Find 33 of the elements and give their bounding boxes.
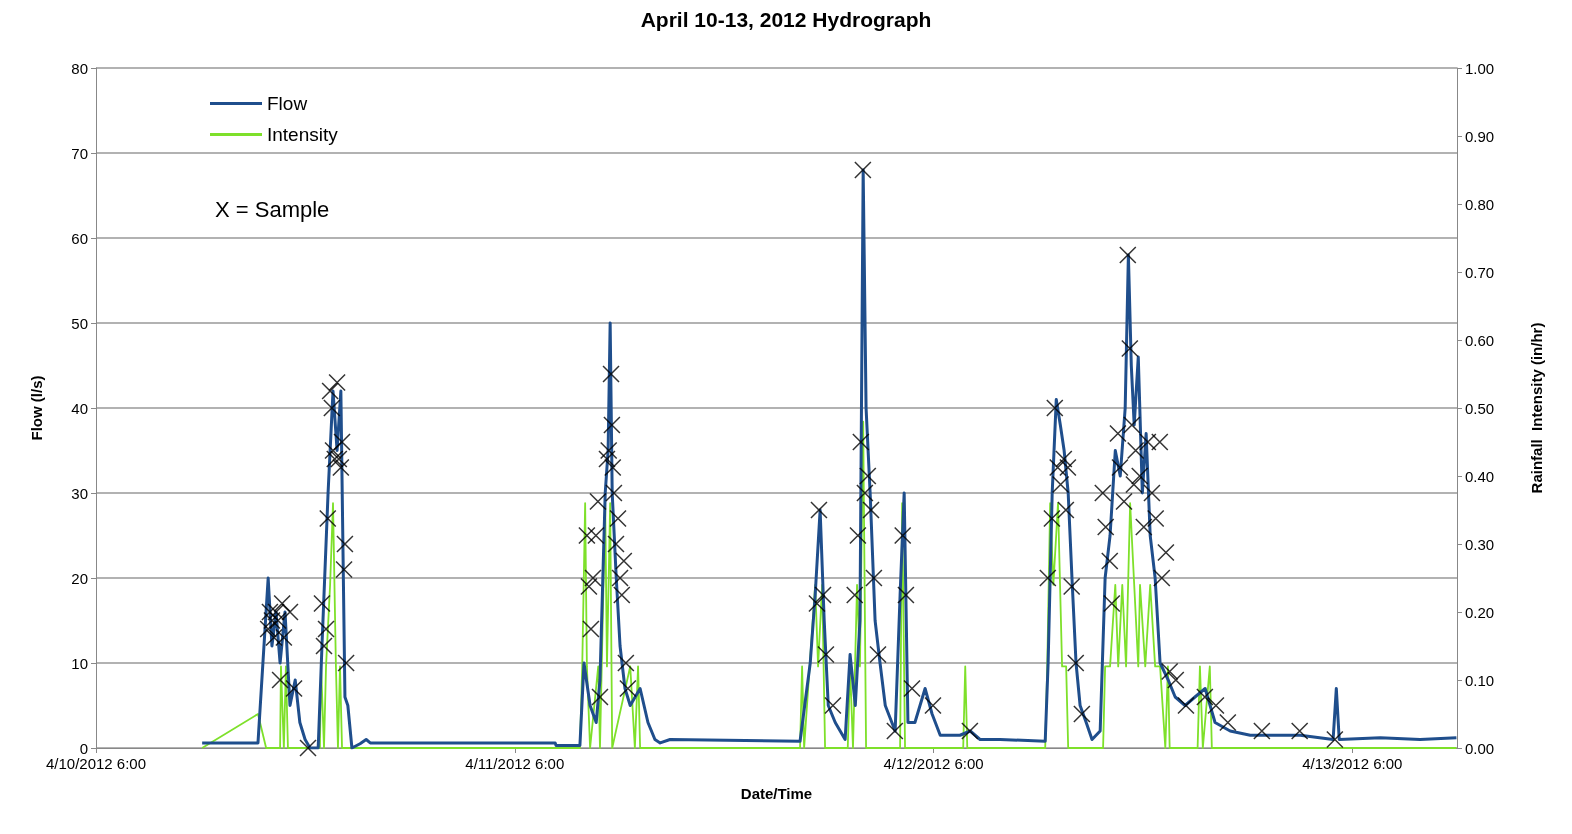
y-tick-label: 10 (71, 654, 88, 672)
y2-tick-label: 0.30 (1465, 535, 1495, 553)
y-tick-label: 0 (79, 739, 88, 757)
line-series (200, 168, 1458, 750)
y2-tick-label: 0.90 (1465, 127, 1495, 145)
legend-label: Intensity (267, 124, 339, 145)
x-axis-title: Date/Time (740, 785, 813, 802)
y-tick-label: 50 (71, 314, 88, 332)
y2-tick-label: 0.10 (1465, 671, 1495, 689)
y2-tick-label: 0.00 (1465, 739, 1495, 757)
y-axis-title: Flow (l/s) (28, 375, 45, 441)
y2-tick-label: 0.60 (1465, 331, 1495, 349)
line-series (201, 420, 1458, 749)
x-tick-label: 4/11/2012 6:00 (465, 755, 565, 772)
x-tick-label: 4/13/2012 6:00 (1302, 755, 1403, 772)
x-tick-label: 4/12/2012 6:00 (883, 755, 984, 772)
y-tick-label: 30 (71, 484, 88, 502)
legend-label: Flow (267, 93, 308, 114)
x-tick-label: 4/10/2012 6:00 (45, 755, 147, 772)
y2-tick-label: 0.40 (1465, 467, 1495, 485)
y2-axis-title: Rainfall Intensity (in/hr) (1528, 322, 1545, 494)
y-tick-label: 40 (71, 399, 88, 417)
y-tick-label: 70 (71, 144, 88, 162)
annotation: X = Sample (215, 196, 330, 222)
y-tick-label: 60 (71, 229, 88, 247)
y2-tick-label: 0.80 (1465, 195, 1495, 213)
y2-tick-label: 0.70 (1465, 263, 1495, 281)
y2-tick-label: 0.20 (1465, 603, 1495, 621)
y-tick-label: 20 (71, 569, 88, 587)
y2-tick-label: 1.00 (1465, 59, 1495, 77)
y2-tick-label: 0.50 (1465, 399, 1495, 417)
chart-title: April 10-13, 2012 Hydrograph (640, 8, 932, 31)
y-tick-label: 80 (71, 59, 88, 77)
